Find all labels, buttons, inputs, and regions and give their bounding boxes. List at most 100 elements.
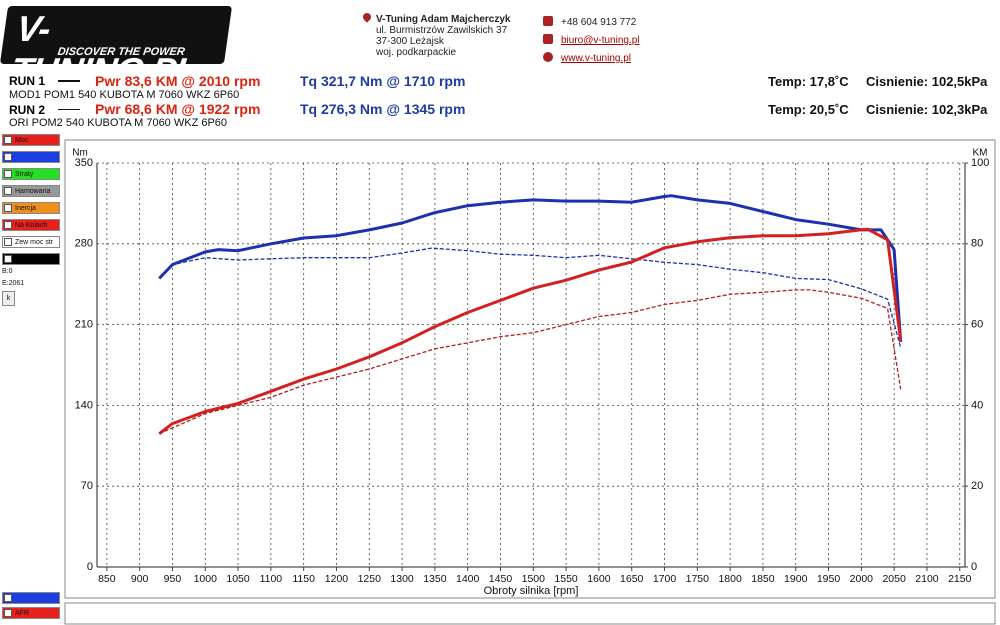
series-toggle[interactable]: Moc [2,134,60,146]
checkbox[interactable] [4,255,12,263]
x-tick-label: 850 [98,573,116,585]
x-tick-label: 1300 [390,573,414,585]
chart-frame [64,139,996,599]
region: woj. podkarpackie [376,47,457,58]
run-temp: Temp: 17,8˚C [768,74,849,89]
x-tick-label: 1550 [554,573,578,585]
run-pressure: Cisnienie: 102,3kPa [866,102,988,117]
run-torque: Tq 276,3 Nm @ 1345 rpm [300,101,466,117]
x-tick-label: 1400 [456,573,480,585]
web-icon [543,52,553,62]
button[interactable]: k [2,291,15,306]
x-tick-label: 1500 [522,573,546,585]
run-temp: Temp: 20,5˚C [768,102,849,117]
checkbox[interactable] [4,204,12,212]
x-tick-label: 950 [164,573,182,585]
phone-icon [543,16,553,26]
x-tick-label: 2100 [915,573,939,585]
x-tick-label: 1750 [686,573,710,585]
series-line [158,247,902,348]
series-line [159,289,902,435]
x-tick-label: 1000 [194,573,218,585]
x-tick-label: 1800 [718,573,742,585]
x-tick-label: 900 [131,573,149,585]
toggle-label: AFR [15,610,29,617]
end-label: E:2061 [2,280,25,287]
series-toggle[interactable] [2,592,60,604]
y-tick-label: 140 [75,399,93,411]
series-toggle[interactable]: Na Kolach [2,219,60,231]
y-tick-label: 210 [75,319,93,331]
run-torque: Tq 321,7 Nm @ 1710 rpm [300,73,466,89]
x-tick-label: 1600 [587,573,611,585]
series-line [158,194,903,343]
city: 37-300 Leżajsk [376,36,444,47]
y2-axis-label: KM [973,148,988,159]
series-toggle[interactable]: Inercja [2,202,60,214]
website[interactable]: www.v-tuning.pl [561,53,632,64]
y2-tick-label: 0 [971,561,977,573]
toggle-label: Inercja [15,205,37,212]
y-tick-label: 70 [81,480,93,492]
x-tick-label: 2150 [948,573,972,585]
y-axis-label: Nm [72,148,88,159]
email-icon [543,34,553,44]
begin-label: B:0 [2,268,13,275]
x-tick-label: 1050 [226,573,250,585]
series-toggle[interactable] [2,151,60,163]
y-tick-label: 280 [75,238,93,250]
y-tick-label: 350 [75,157,93,169]
run-name: MOD1 POM1 540 KUBOTA M 7060 WKZ 6P60 [9,89,240,101]
email[interactable]: biuro@v-tuning.pl [561,35,640,46]
phone: +48 604 913 772 [561,17,637,28]
toggle-label: Moc [15,137,29,144]
y2-tick-label: 80 [971,238,983,250]
checkbox[interactable] [4,153,12,161]
run-pressure: Cisnienie: 102,5kPa [866,74,988,89]
series-toggle[interactable] [2,253,60,265]
x-tick-label: 1900 [784,573,808,585]
run-power: Pwr 68,6 KM @ 1922 rpm [95,101,261,117]
run-line [58,109,80,110]
x-tick-label: 1150 [292,573,315,585]
checkbox[interactable] [4,594,12,602]
y2-tick-label: 40 [971,399,983,411]
series-toggle[interactable]: AFR [2,607,60,619]
x-axis-label: Obroty silnika [rpm] [484,585,579,597]
x-tick-label: 1700 [653,573,677,585]
y-tick-label: 0 [87,561,93,573]
checkbox[interactable] [4,136,12,144]
toggle-label: Hamowana [15,188,51,195]
y2-tick-label: 60 [971,319,983,331]
checkbox[interactable] [4,221,12,229]
contact: +48 604 913 772 biuro@v-tuning.pl www.v-… [543,14,640,68]
address: V-Tuning Adam Majcherczyk ul. Burmistrzó… [376,14,510,58]
run-label: RUN 2 [9,103,46,117]
toggle-label: Na Kolach [15,222,48,229]
run-power: Pwr 83,6 KM @ 2010 rpm [95,73,261,89]
series-toggle[interactable]: Hamowana [2,185,60,197]
x-tick-label: 1250 [358,573,382,585]
x-tick-label: 1850 [751,573,775,585]
checkbox[interactable] [4,187,12,195]
y2-tick-label: 100 [971,157,989,169]
toggle-label: Zew moc str [15,239,54,246]
x-tick-label: 2000 [850,573,874,585]
x-tick-label: 1350 [423,573,447,585]
checkbox[interactable] [4,170,12,178]
toggle-label: Straty [15,171,34,178]
series-line [158,227,903,435]
series-toggle[interactable]: Zew moc str [2,236,60,248]
checkbox[interactable] [4,609,12,617]
bottom-panel [64,602,996,625]
y2-tick-label: 20 [971,480,983,492]
run-name: ORI POM2 540 KUBOTA M 7060 WKZ 6P60 [9,117,228,129]
run-line [58,80,80,82]
series-toggle[interactable]: Straty [2,168,60,180]
checkbox[interactable] [4,238,12,246]
company-name: V-Tuning Adam Majcherczyk [376,14,511,25]
x-tick-label: 1200 [325,573,349,585]
x-tick-label: 1100 [260,573,283,585]
